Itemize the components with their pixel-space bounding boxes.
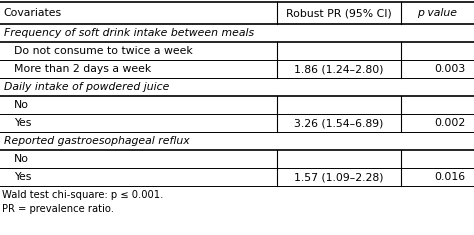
Text: PR = prevalence ratio.: PR = prevalence ratio. xyxy=(2,204,114,214)
Text: 1.57 (1.09–2.28): 1.57 (1.09–2.28) xyxy=(294,172,383,182)
Text: Reported gastroesophageal reflux: Reported gastroesophageal reflux xyxy=(4,136,190,146)
Text: 0.016: 0.016 xyxy=(434,172,465,182)
Text: 0.002: 0.002 xyxy=(434,118,465,128)
Text: More than 2 days a week: More than 2 days a week xyxy=(14,64,152,74)
Text: No: No xyxy=(14,100,29,110)
Text: No: No xyxy=(14,154,29,164)
Text: Do not consume to twice a week: Do not consume to twice a week xyxy=(14,46,193,56)
Text: 0.003: 0.003 xyxy=(434,64,465,74)
Text: Yes: Yes xyxy=(14,172,32,182)
Text: Frequency of soft drink intake between meals: Frequency of soft drink intake between m… xyxy=(4,28,254,38)
Text: p value: p value xyxy=(417,8,457,18)
Text: 3.26 (1.54–6.89): 3.26 (1.54–6.89) xyxy=(294,118,383,128)
Text: 1.86 (1.24–2.80): 1.86 (1.24–2.80) xyxy=(294,64,383,74)
Text: Wald test chi-square: p ≤ 0.001.: Wald test chi-square: p ≤ 0.001. xyxy=(2,190,164,200)
Text: Daily intake of powdered juice: Daily intake of powdered juice xyxy=(4,82,169,92)
Text: Covariates: Covariates xyxy=(4,8,62,18)
Text: Yes: Yes xyxy=(14,118,32,128)
Text: Robust PR (95% CI): Robust PR (95% CI) xyxy=(286,8,392,18)
